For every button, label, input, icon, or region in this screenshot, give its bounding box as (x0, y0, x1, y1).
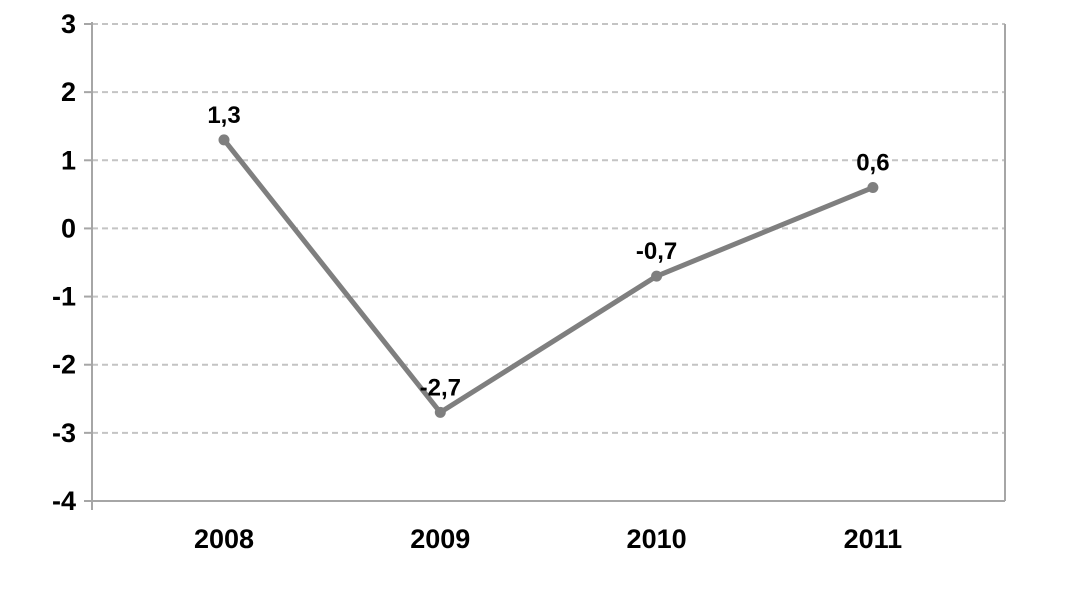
data-point-label: -2,7 (420, 374, 461, 401)
y-tick-label: -1 (52, 282, 76, 312)
y-tick-label: 1 (61, 145, 76, 175)
data-point-marker (651, 270, 663, 282)
y-tick-label: -4 (52, 486, 76, 516)
y-tick-label: -3 (52, 418, 76, 448)
y-tick-label: 3 (61, 9, 76, 39)
data-point-marker (218, 134, 230, 146)
data-point-label: 0,6 (856, 150, 889, 177)
data-point-label: -0,7 (636, 238, 677, 265)
y-tick-label: 0 (61, 213, 76, 243)
x-tick-label: 2011 (844, 524, 903, 554)
data-point-label: 1,3 (207, 102, 240, 129)
data-point-marker (867, 182, 879, 194)
x-tick-label: 2009 (410, 524, 470, 554)
x-tick-label: 2008 (194, 524, 254, 554)
y-tick-label: -2 (52, 350, 76, 380)
x-tick-label: 2010 (627, 524, 687, 554)
data-point-marker (434, 406, 446, 418)
data-line (221, 137, 876, 415)
y-tick-label: 2 (61, 77, 76, 107)
